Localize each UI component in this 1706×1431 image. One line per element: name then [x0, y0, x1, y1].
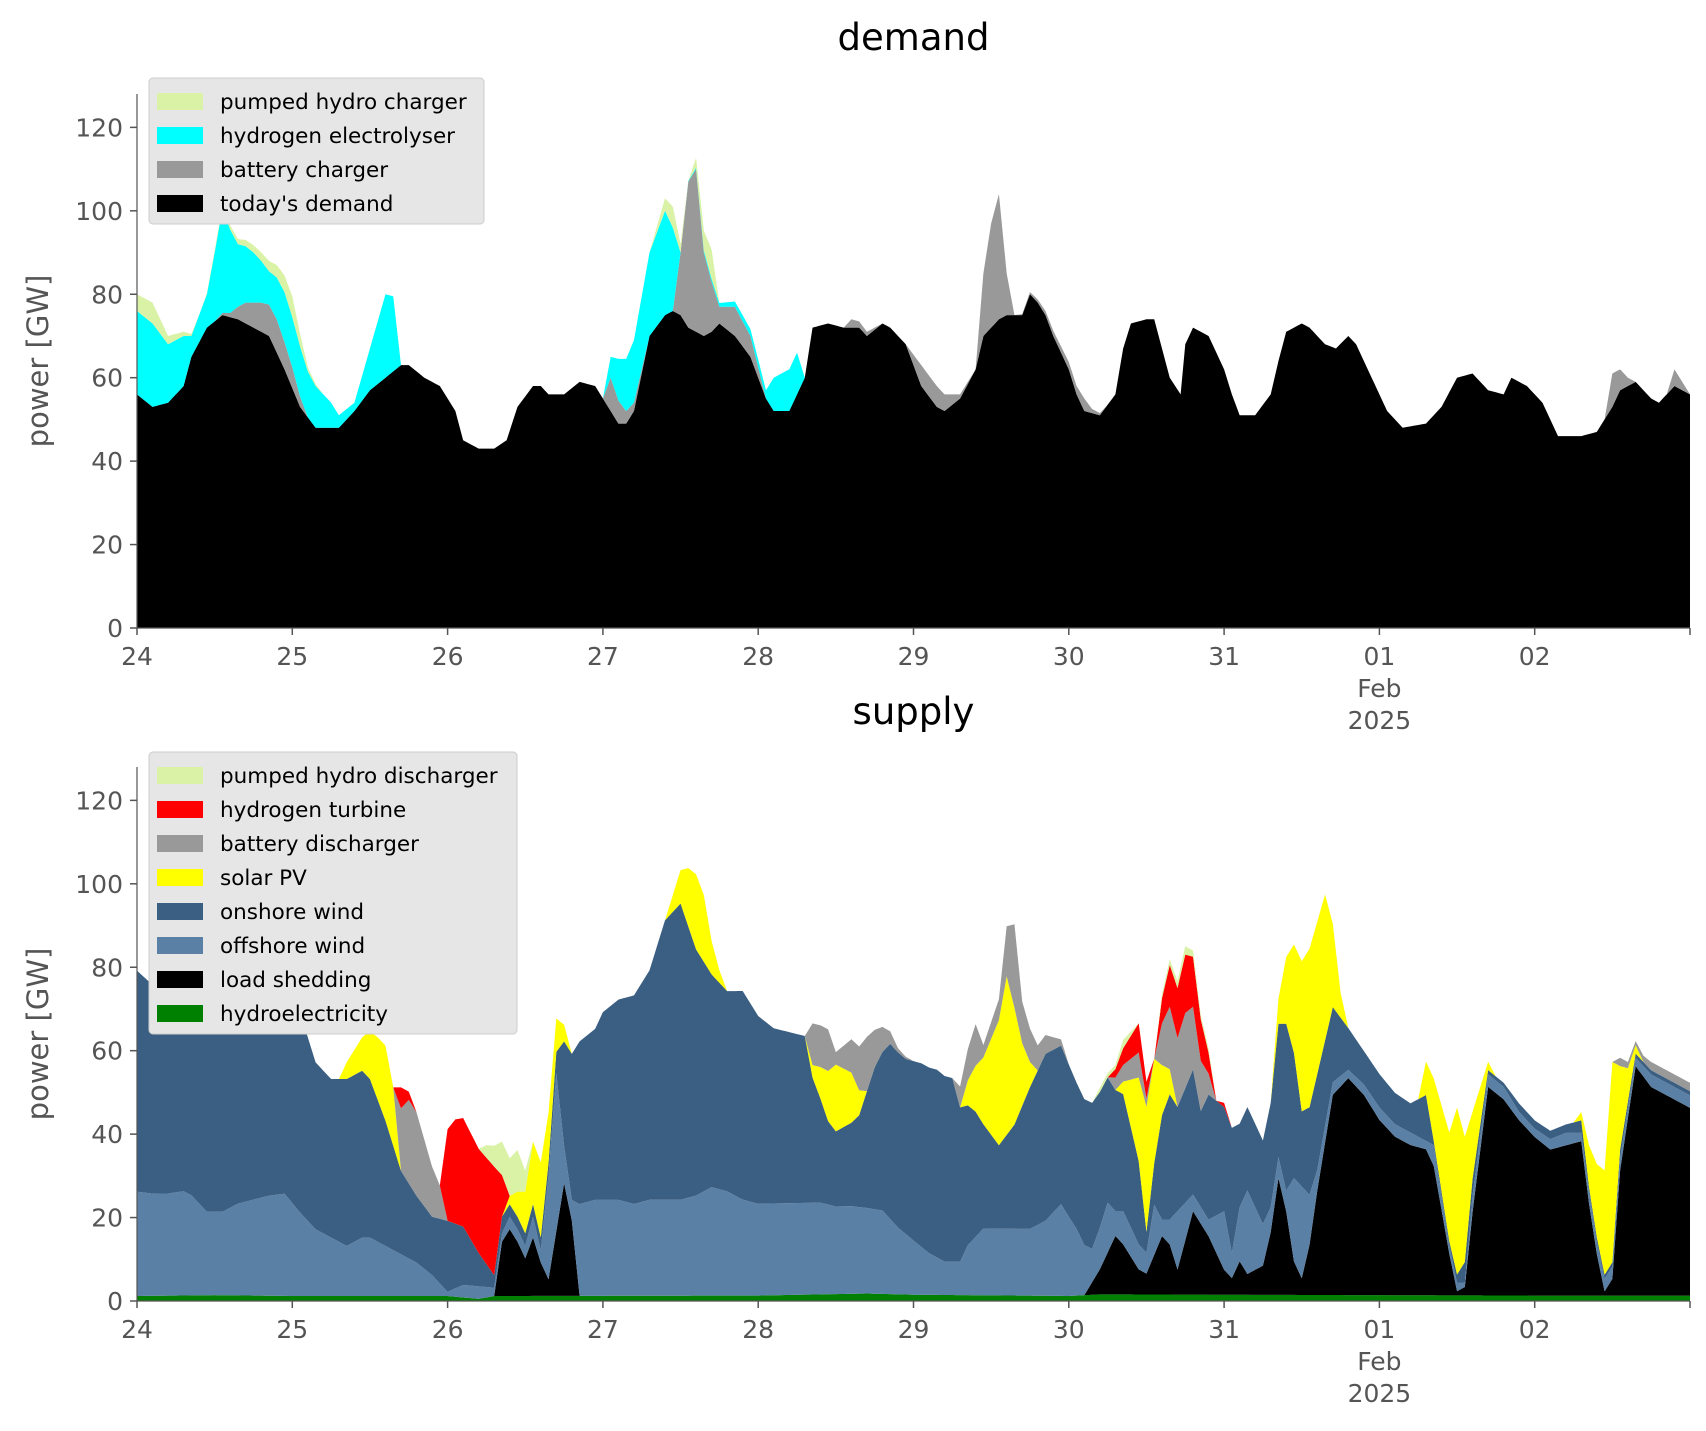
- supply-x-tick-label: 30: [1053, 1315, 1085, 1344]
- supply-legend-label-hydroelectricity: hydroelectricity: [220, 1002, 388, 1027]
- demand-x-tick-label: 26: [432, 642, 464, 671]
- supply-area-load-shedding: [137, 1066, 1690, 1299]
- supply-legend-label-solar-pv: solar PV: [220, 866, 307, 891]
- supply-legend-label-pumped-hydro-discharger: pumped hydro discharger: [220, 764, 498, 789]
- demand-y-tick-label: 0: [107, 614, 123, 643]
- supply-legend: pumped hydro discharger hydrogen turbine b…: [148, 751, 518, 1035]
- supply-legend-swatch-load-shedding: [157, 971, 203, 988]
- supply-legend-label-hydrogen-turbine: hydrogen turbine: [220, 798, 406, 823]
- supply-y-tick-label: 60: [91, 1037, 123, 1066]
- supply-area-offshore-wind: [137, 1057, 1690, 1299]
- demand-y-tick-label: 40: [91, 447, 123, 476]
- supply-x-tick-label: 02: [1519, 1315, 1551, 1344]
- supply-y-tick-label: 80: [91, 953, 123, 982]
- supply-y-tick-label: 0: [107, 1287, 123, 1316]
- supply-legend-label-onshore-wind: onshore wind: [220, 900, 364, 925]
- demand-x-tick-label: 02: [1519, 642, 1551, 671]
- demand-x-tick-label: 31: [1208, 642, 1240, 671]
- supply-area-hydroelectricity: [137, 1293, 1690, 1301]
- demand-y-tick-label: 60: [91, 364, 123, 393]
- demand-x-axis: 24 25 26 27 28 29 30 31 01 Feb 2025 02: [121, 627, 1691, 735]
- supply-legend-swatch-offshore-wind: [157, 937, 203, 954]
- supply-x-tick-label: 31: [1208, 1315, 1240, 1344]
- supply-legend-label-offshore-wind: offshore wind: [220, 934, 365, 959]
- demand-x-tick-label: 24: [121, 642, 153, 671]
- demand-x-tick-label: 25: [276, 642, 308, 671]
- supply-legend-swatch-battery-discharger: [157, 835, 203, 852]
- supply-y-tick-label: 100: [75, 870, 123, 899]
- demand-y-axis-label: power [GW]: [21, 275, 55, 448]
- supply-y-axis: 0 20 40 60 80 100 120: [75, 767, 138, 1316]
- supply-y-tick-label: 20: [91, 1204, 123, 1233]
- demand-y-axis: 0 20 40 60 80 100 120: [75, 94, 138, 643]
- supply-legend-box: [148, 751, 518, 1035]
- demand-area-today-s-demand: [137, 294, 1690, 628]
- supply-legend-swatch-pumped-hydro-discharger: [157, 767, 203, 784]
- supply-legend-swatch-solar-pv: [157, 869, 203, 886]
- demand-x-tick-label: 30: [1053, 642, 1085, 671]
- demand-legend-label-battery-charger: battery charger: [220, 158, 388, 183]
- supply-x-tick-label: 01 Feb 2025: [1348, 1315, 1412, 1408]
- demand-legend-swatch-battery-charger: [157, 161, 203, 178]
- supply-x-tick-label: 26: [432, 1315, 464, 1344]
- demand-x-tick-label: 27: [587, 642, 619, 671]
- demand-y-tick-label: 100: [75, 197, 123, 226]
- supply-x-tick-label: 29: [898, 1315, 930, 1344]
- demand-x-tick-label: 29: [898, 642, 930, 671]
- demand-y-tick-label: 80: [91, 280, 123, 309]
- demand-legend-swatch-today-s-demand: [157, 195, 203, 212]
- demand-y-tick-label: 120: [75, 113, 123, 142]
- supply-legend-label-load-shedding: load shedding: [220, 968, 371, 993]
- supply-area-solar-pv: [137, 868, 1690, 1276]
- supply-area-onshore-wind: [137, 903, 1690, 1292]
- supply-legend-swatch-hydroelectricity: [157, 1005, 203, 1022]
- demand-chart-title: demand: [838, 16, 990, 59]
- supply-y-axis-label: power [GW]: [21, 948, 55, 1121]
- demand-x-tick-label: 28: [742, 642, 774, 671]
- demand-legend-label-hydrogen-electrolyser: hydrogen electrolyser: [220, 124, 455, 149]
- demand-legend-label-pumped-hydro-charger: pumped hydro charger: [220, 90, 467, 115]
- supply-chart-title: supply: [853, 690, 975, 733]
- supply-legend-label-battery-discharger: battery discharger: [220, 832, 419, 857]
- supply-x-tick-label: 28: [742, 1315, 774, 1344]
- demand-y-tick-label: 20: [91, 531, 123, 560]
- supply-y-tick-label: 40: [91, 1120, 123, 1149]
- demand-areas: [137, 157, 1690, 628]
- demand-legend-label-today-s-demand: today's demand: [220, 192, 393, 217]
- supply-x-tick-label: 25: [276, 1315, 308, 1344]
- demand-legend-swatch-hydrogen-electrolyser: [157, 127, 203, 144]
- demand-legend: pumped hydro charger hydrogen electrolyse…: [148, 77, 485, 225]
- supply-y-tick-label: 120: [75, 786, 123, 815]
- demand-legend-swatch-pumped-hydro-charger: [157, 93, 203, 110]
- supply-legend-swatch-onshore-wind: [157, 903, 203, 920]
- demand-x-tick-label: 01 Feb 2025: [1348, 642, 1412, 735]
- supply-legend-swatch-hydrogen-turbine: [157, 801, 203, 818]
- supply-x-axis: 24 25 26 27 28 29 30 31 01 Feb 2025 02: [121, 1300, 1691, 1408]
- supply-x-tick-label: 27: [587, 1315, 619, 1344]
- demand-legend-box: [148, 77, 485, 225]
- supply-x-tick-label: 24: [121, 1315, 153, 1344]
- supply-areas: [137, 868, 1690, 1301]
